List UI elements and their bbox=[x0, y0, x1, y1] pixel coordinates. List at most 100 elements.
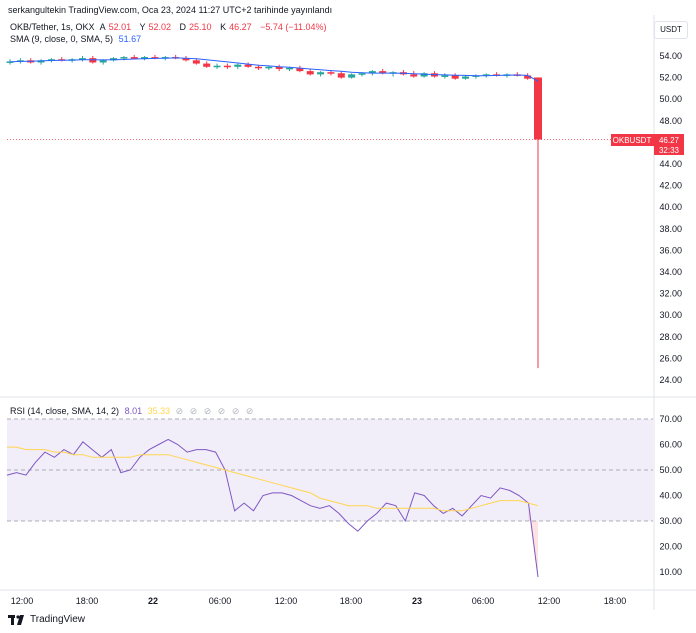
price-tag-symbol: OKBUSDT bbox=[613, 136, 652, 145]
candle-body bbox=[89, 58, 97, 63]
rsi-line bbox=[6, 438, 539, 578]
time-axis-tick: 06:00 bbox=[472, 596, 495, 606]
rsi-legend[interactable]: RSI (14, close, SMA, 14, 2) 8.01 35.33 ⊘… bbox=[10, 406, 258, 417]
candle-body bbox=[368, 71, 376, 74]
candle-body bbox=[213, 65, 221, 68]
rsi-ma-value: 35.33 bbox=[147, 406, 171, 416]
candle-body bbox=[192, 60, 200, 64]
candle-body bbox=[306, 71, 314, 75]
open-label: A 52.01 bbox=[99, 22, 132, 32]
sma-value: 51.67 bbox=[118, 34, 142, 44]
candle-body bbox=[317, 72, 325, 75]
symbol-label[interactable]: OKB/Tether, 1s, OKX bbox=[10, 22, 95, 32]
time-axis-tick: 12:00 bbox=[538, 596, 561, 606]
rsi-label: RSI (14, close, SMA, 14, 2) bbox=[10, 406, 120, 416]
price-legend: OKB/Tether, 1s, OKX A 52.01 Y 52.02 D 25.10… bbox=[10, 22, 330, 32]
rsi-axis-tick: 50.00 bbox=[659, 465, 682, 475]
rsi-axis-tick: 20.00 bbox=[659, 542, 682, 552]
candle-body bbox=[348, 74, 356, 78]
tradingview-logo-icon bbox=[8, 614, 24, 625]
time-axis-tick: 22 bbox=[148, 596, 158, 606]
rsi-axis-tick: 30.00 bbox=[659, 516, 682, 526]
footer-brand: TradingView bbox=[30, 614, 86, 625]
candle-body bbox=[275, 66, 283, 69]
price-axis-tick: 36.00 bbox=[659, 245, 682, 255]
time-axis-tick: 06:00 bbox=[209, 596, 232, 606]
candle-body bbox=[141, 57, 149, 59]
candle-body bbox=[534, 77, 542, 140]
publish-caption: serkangultekin TradingView.com, Oca 23, … bbox=[8, 5, 333, 15]
candle-body bbox=[451, 75, 459, 79]
price-axis-tick: 24.00 bbox=[659, 375, 682, 385]
candle-body bbox=[379, 71, 387, 74]
candle-body bbox=[482, 74, 490, 76]
rsi-axis-tick: 70.00 bbox=[659, 414, 682, 424]
price-plot bbox=[6, 54, 611, 369]
price-axis-tick: 28.00 bbox=[659, 332, 682, 342]
price-axis-tick: 48.00 bbox=[659, 116, 682, 126]
rsi-status-icons: ⊘ ⊘ ⊘ ⊘ ⊘ ⊘ bbox=[175, 406, 256, 416]
rsi-axis: 70.00 60.00 50.00 40.00 30.00 20.00 10.00 bbox=[659, 414, 682, 577]
price-axis-tick: 50.00 bbox=[659, 94, 682, 104]
rsi-value: 8.01 bbox=[124, 406, 143, 416]
candle-body bbox=[524, 75, 532, 79]
candle-body bbox=[47, 59, 55, 61]
time-axis-tick: 18:00 bbox=[604, 596, 627, 606]
price-axis-tick: 26.00 bbox=[659, 353, 682, 363]
time-axis-tick: 23 bbox=[412, 596, 422, 606]
candle-body bbox=[410, 74, 418, 77]
time-axis-tick: 12:00 bbox=[275, 596, 298, 606]
price-axis-tick: 34.00 bbox=[659, 267, 682, 277]
sma-legend[interactable]: SMA (9, close, 0, SMA, 5) 51.67 bbox=[10, 34, 144, 44]
change-value: −5.74 (−11.04%) bbox=[260, 22, 327, 32]
candle-body bbox=[120, 57, 128, 59]
rsi-axis-tick: 60.00 bbox=[659, 440, 682, 450]
candle-body bbox=[6, 61, 14, 63]
price-axis-tick: 40.00 bbox=[659, 202, 682, 212]
sma-label: SMA (9, close, 0, SMA, 5) bbox=[10, 34, 114, 44]
sma-line bbox=[9, 57, 539, 82]
rsi-axis-tick: 40.00 bbox=[659, 491, 682, 501]
high-label: Y 52.02 bbox=[139, 22, 171, 32]
time-axis: 12:00 18:00 22 06:00 12:00 18:00 23 06:00 12:00 1… bbox=[11, 596, 627, 606]
price-axis-tick: 30.00 bbox=[659, 310, 682, 320]
currency-button[interactable]: USDT bbox=[654, 21, 688, 39]
candle-body bbox=[203, 63, 211, 67]
price-axis-tick: 38.00 bbox=[659, 224, 682, 234]
candle-body bbox=[182, 58, 190, 61]
price-axis: 54.0052.0050.0048.0046.0044.0042.0040.00… bbox=[659, 51, 682, 385]
price-axis-tick: 54.00 bbox=[659, 51, 682, 61]
price-grid bbox=[0, 15, 696, 610]
candle-body bbox=[254, 66, 262, 69]
candle-body bbox=[337, 73, 345, 78]
candle-body bbox=[151, 57, 159, 59]
price-axis-tick: 44.00 bbox=[659, 159, 682, 169]
price-tag-countdown: 32:33 bbox=[659, 146, 680, 155]
candle-body bbox=[130, 57, 138, 59]
time-axis-tick: 18:00 bbox=[76, 596, 99, 606]
price-axis-tick: 52.00 bbox=[659, 73, 682, 83]
low-label: D 25.10 bbox=[179, 22, 212, 32]
price-tag-price: 46.27 bbox=[659, 136, 680, 145]
last-price-tag: OKBUSDT 46.27 32:33 bbox=[611, 134, 684, 155]
candle-body bbox=[244, 64, 252, 67]
rsi-sma-line bbox=[7, 446, 539, 512]
candle-body bbox=[78, 58, 86, 60]
time-axis-tick: 12:00 bbox=[11, 596, 34, 606]
candle-body bbox=[420, 73, 428, 77]
candle-body bbox=[265, 66, 273, 69]
candle-body bbox=[234, 64, 242, 67]
price-axis-tick: 42.00 bbox=[659, 181, 682, 191]
candle-body bbox=[296, 67, 304, 72]
time-axis-tick: 18:00 bbox=[340, 596, 363, 606]
candle-body bbox=[99, 60, 107, 63]
candle-body bbox=[286, 67, 294, 70]
close-label: K 46.27 bbox=[220, 22, 252, 32]
price-tag-value-bg bbox=[654, 134, 684, 155]
rsi-axis-tick: 10.00 bbox=[659, 567, 682, 577]
candle-body bbox=[327, 72, 335, 74]
rsi-pane bbox=[6, 418, 653, 578]
price-axis-tick: 32.00 bbox=[659, 289, 682, 299]
candle-body bbox=[462, 76, 470, 79]
